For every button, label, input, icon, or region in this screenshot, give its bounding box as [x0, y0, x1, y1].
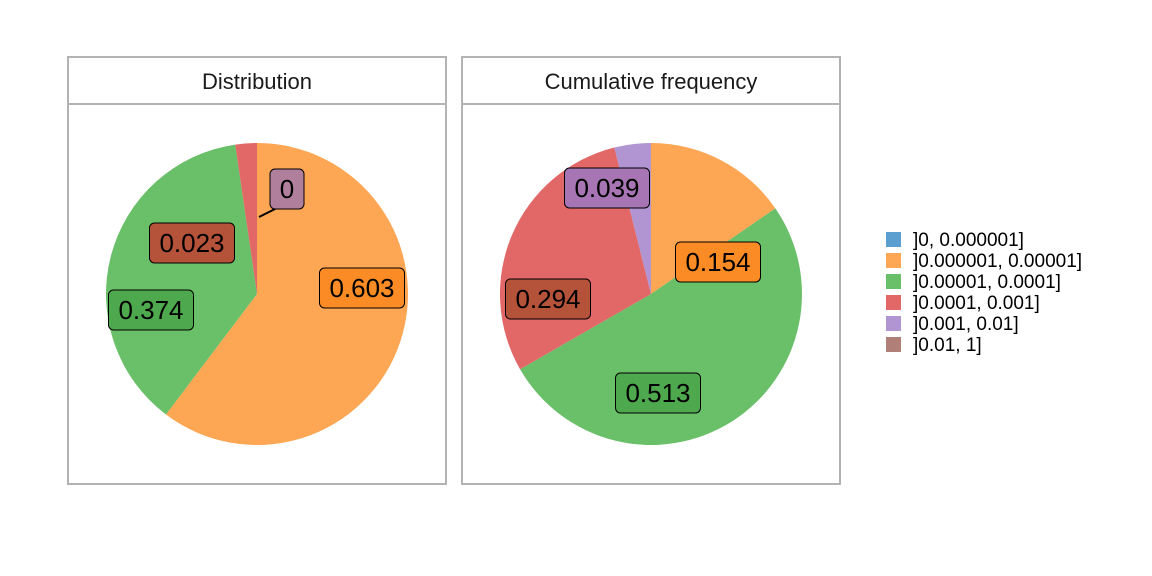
data-label: 0.039 — [564, 167, 650, 209]
data-label-text: 0.513 — [625, 378, 690, 408]
pie-slice — [165, 143, 408, 445]
legend-label: ]0, 0.000001] — [913, 230, 1024, 251]
data-label-text: 0.374 — [118, 295, 183, 325]
data-label: 0.294 — [505, 278, 591, 320]
data-label-text: 0 — [280, 174, 294, 204]
data-label: 0.154 — [675, 241, 761, 283]
panel-title: Cumulative frequency — [545, 69, 758, 94]
legend-item: ]0.00001, 0.0001] — [886, 272, 1061, 293]
data-label-box — [505, 278, 591, 320]
legend-label: ]0.00001, 0.0001] — [913, 272, 1061, 293]
data-label-box — [615, 372, 701, 414]
legend-item: ]0.0001, 0.001] — [886, 293, 1040, 314]
legend-label: ]0.0001, 0.001] — [913, 293, 1040, 314]
pie-labels-distribution: 0.603 0.374 0.023 0 — [108, 168, 405, 331]
legend-label: ]0.000001, 0.00001] — [913, 251, 1082, 272]
pie-slice — [235, 142, 257, 294]
data-label-box — [269, 168, 305, 210]
data-label-box — [108, 289, 194, 331]
legend-swatch — [886, 253, 901, 268]
legend-label: ]0.001, 0.01] — [913, 314, 1019, 335]
legend-label: ]0.01, 1] — [913, 335, 982, 356]
legend-item: ]0.01, 1] — [886, 335, 982, 356]
data-label: 0.513 — [615, 372, 701, 414]
data-label-text: 0.603 — [329, 273, 394, 303]
legend-swatch — [886, 232, 901, 247]
legend-swatch — [886, 337, 901, 352]
legend-swatch — [886, 295, 901, 310]
data-label-text: 0.294 — [515, 284, 580, 314]
data-label-text: 0.154 — [685, 247, 750, 277]
pie-distribution — [105, 142, 408, 445]
data-label-box — [564, 167, 650, 209]
panel-strip — [67, 56, 447, 105]
legend-swatch — [886, 316, 901, 331]
legend: ]0, 0.000001]]0.000001, 0.00001]]0.00001… — [886, 230, 1082, 356]
pie-labels-cumulative: 0.154 0.513 0.294 0.039 — [505, 167, 761, 414]
data-label-box — [675, 241, 761, 283]
panel-distribution: Distribution 0.603 0.374 0.023 0 — [67, 56, 447, 485]
data-label: 0.374 — [108, 289, 194, 331]
pie-slice — [105, 144, 257, 415]
legend-swatch — [886, 274, 901, 289]
data-label: 0.603 — [319, 267, 405, 309]
panel-strip — [461, 56, 841, 105]
legend-item: ]0, 0.000001] — [886, 230, 1024, 251]
data-label-text: 0.039 — [574, 173, 639, 203]
data-label-text: 0.023 — [159, 228, 224, 258]
legend-item: ]0.001, 0.01] — [886, 314, 1019, 335]
data-label: 0.023 — [149, 222, 235, 264]
data-label-box — [319, 267, 405, 309]
data-label-box — [149, 222, 235, 264]
panel-cumulative: Cumulative frequency 0.154 0.513 0.294 0.03… — [461, 56, 841, 485]
panel-title: Distribution — [202, 69, 312, 94]
legend-item: ]0.000001, 0.00001] — [886, 251, 1082, 272]
data-label: 0 — [269, 168, 305, 210]
